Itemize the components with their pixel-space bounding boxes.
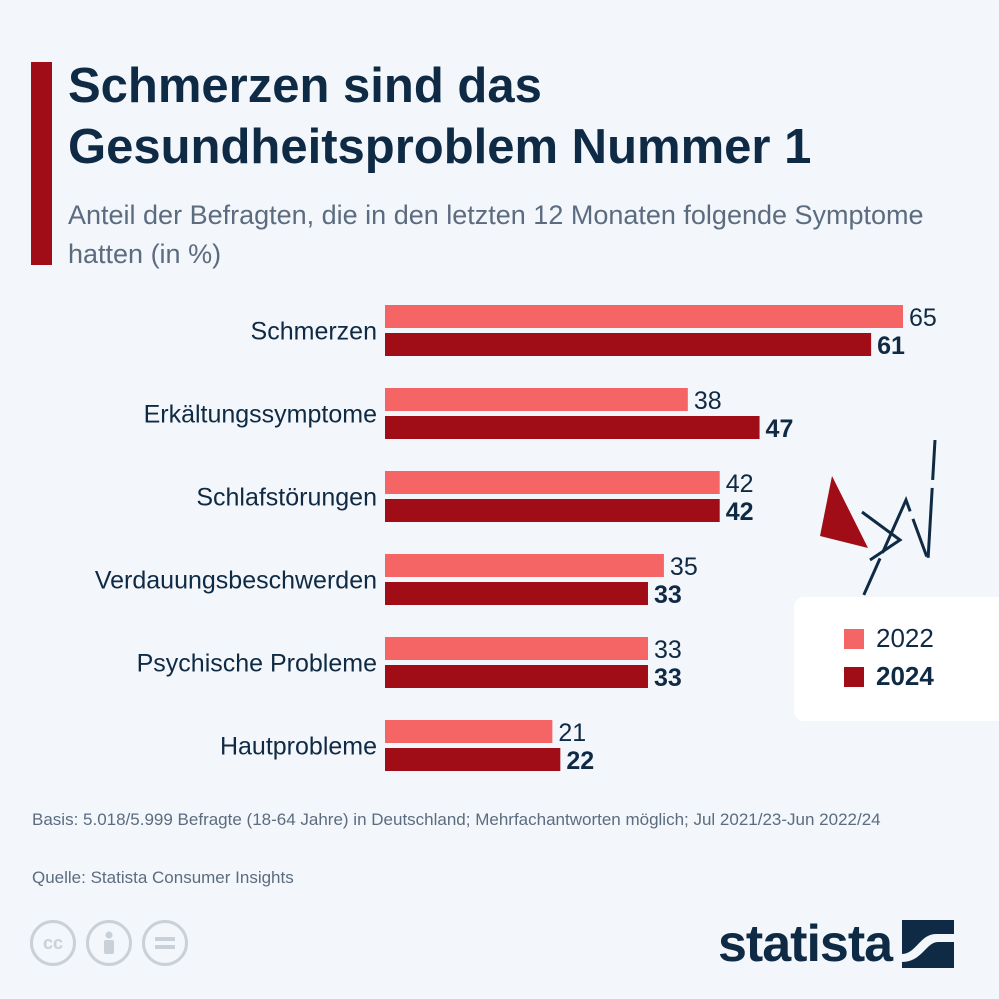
bar-2024[interactable]: [385, 665, 648, 688]
bar-2022[interactable]: [385, 471, 720, 494]
bar-2024[interactable]: [385, 499, 720, 522]
legend-item-2024: 2024: [844, 661, 934, 692]
footer-source: Quelle: Statista Consumer Insights: [32, 868, 294, 887]
category-label: Schmerzen: [251, 318, 377, 346]
bar-2022[interactable]: [385, 637, 648, 660]
cc-icon[interactable]: cc: [30, 920, 76, 966]
data-label-2024: 33: [654, 581, 682, 609]
data-label-2024: 22: [566, 747, 594, 775]
data-label-2022: 65: [909, 304, 937, 332]
logo-text: statista: [718, 915, 893, 973]
data-label-2024: 33: [654, 664, 682, 692]
license-icons: cc: [30, 920, 188, 966]
chart-title: Schmerzen sind das Gesundheitsproblem Nu…: [68, 59, 812, 174]
chart-subtitle: Anteil der Befragten, die in den letzten…: [68, 200, 924, 269]
category-label: Hautprobleme: [220, 733, 377, 761]
data-label-2024: 47: [766, 415, 794, 443]
data-label-2024: 42: [726, 498, 754, 526]
legend-label-2024: 2024: [876, 661, 934, 691]
category-label: Erkältungssymptome: [144, 401, 377, 429]
legend-swatch-2022: [844, 628, 864, 649]
category-label: Verdauungsbeschwerden: [95, 567, 377, 595]
data-label-2022: 33: [654, 636, 682, 664]
bar-2022[interactable]: [385, 554, 664, 577]
statista-logo[interactable]: statista: [718, 914, 955, 974]
bar-2024[interactable]: [385, 333, 872, 356]
bar-2024[interactable]: [385, 582, 648, 605]
equals-icon[interactable]: [142, 920, 188, 966]
title-accent-bar: [31, 62, 52, 265]
bar-2022[interactable]: [385, 720, 553, 743]
data-label-2022: 38: [694, 387, 722, 415]
bar-2022[interactable]: [385, 388, 688, 411]
legend: 2022 2024: [794, 597, 999, 721]
legend-item-2022: 2022: [844, 623, 934, 654]
data-label-2022: 42: [726, 470, 754, 498]
bar-2024[interactable]: [385, 748, 561, 771]
bar-2024[interactable]: [385, 416, 760, 439]
bar-2022[interactable]: [385, 305, 903, 328]
legend-label-2022: 2022: [876, 623, 934, 653]
category-label: Schlafstörungen: [196, 484, 377, 512]
person-icon[interactable]: [86, 920, 132, 966]
statista-mark-icon: [902, 920, 955, 968]
data-label-2024: 61: [877, 332, 905, 360]
lightning-icon: [820, 440, 937, 609]
data-label-2022: 21: [558, 719, 586, 747]
footer-basis: Basis: 5.018/5.999 Befragte (18-64 Jahre…: [32, 810, 881, 829]
category-label: Psychische Probleme: [137, 650, 377, 678]
data-label-2022: 35: [670, 553, 698, 581]
legend-swatch-2024: [844, 666, 864, 687]
